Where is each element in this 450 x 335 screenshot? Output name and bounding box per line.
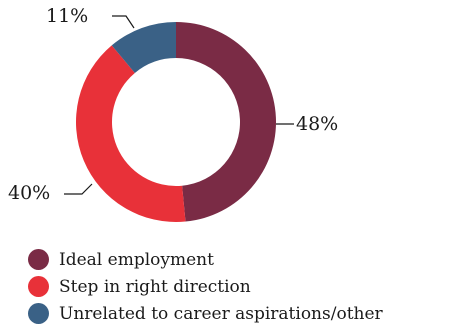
leader-line-unrelated-other: [112, 15, 135, 29]
legend-label-unrelated-other: Unrelated to career aspirations/other: [59, 303, 383, 324]
legend: Ideal employment Step in right direction…: [28, 246, 383, 327]
slice-label-ideal-employment: 48%: [296, 113, 338, 135]
donut-slices: [75, 22, 277, 223]
slice-label-unrelated-other: 11%: [46, 5, 88, 27]
legend-item-ideal-employment: Ideal employment: [28, 246, 383, 273]
donut-slice-step-in-right-direction: [75, 45, 186, 223]
legend-label-ideal-employment: Ideal employment: [59, 249, 214, 270]
legend-item-unrelated-other: Unrelated to career aspirations/other: [28, 300, 383, 327]
slice-label-step-in-right-direction: 40%: [8, 182, 50, 204]
legend-item-step-in-right-direction: Step in right direction: [28, 273, 383, 300]
leader-line-step-in-right-direction: [64, 183, 93, 195]
legend-swatch-unrelated-other: [28, 303, 49, 324]
donut-slice-unrelated-other: [111, 22, 176, 73]
donut-slice-ideal-employment: [176, 22, 277, 222]
legend-swatch-ideal-employment: [28, 249, 49, 270]
label-leader-lines: [64, 15, 294, 195]
legend-swatch-step-in-right-direction: [28, 276, 49, 297]
legend-label-step-in-right-direction: Step in right direction: [59, 276, 251, 297]
